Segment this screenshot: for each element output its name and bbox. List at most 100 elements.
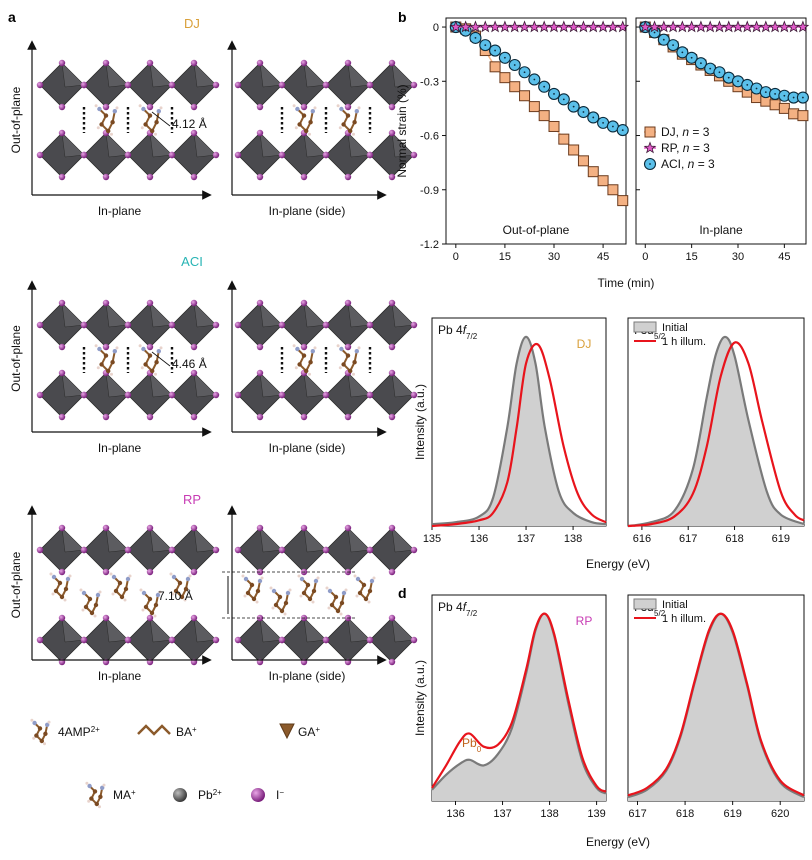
x-tick-label: 30 — [732, 251, 744, 263]
spectrum-line-illuminated — [431, 612, 607, 793]
iodide-atom — [80, 151, 88, 159]
iodide-atom — [36, 81, 44, 89]
y-tick-label: 0 — [433, 22, 439, 34]
label-part: GA — [298, 725, 315, 739]
hydrogen-atom — [96, 366, 100, 370]
octahedron — [234, 129, 286, 181]
octahedron-face — [391, 62, 415, 88]
charts-layer: 0 15 30 45 0 -0.3 -0.6 -0.9 -1.2 Normal strain (%… — [395, 17, 810, 849]
hydrogen-atom — [110, 132, 113, 136]
data-point-dot — [727, 76, 730, 79]
interlayer-distance-label: 7.10 Å — [158, 588, 193, 603]
iodide-atom — [58, 173, 66, 181]
organic-atom — [179, 594, 185, 600]
legend-swatch-initial — [633, 598, 657, 610]
legend-entry-illuminated: 1 h illum. — [634, 613, 706, 625]
label-part: Pb 4 — [438, 323, 463, 337]
iodide-atom — [124, 151, 132, 159]
x-tick-label: 619 — [723, 808, 741, 820]
out-of-plane-axis-label: Out-of-plane — [9, 86, 23, 153]
label-part: = 3 — [689, 141, 710, 155]
x-tick-label: 617 — [628, 808, 646, 820]
iodide-atom — [190, 413, 198, 421]
octahedron — [36, 524, 88, 576]
data-point-dot — [543, 85, 546, 88]
data-point-star — [796, 20, 810, 33]
organic-atom — [98, 794, 103, 799]
hydrogen-atom — [98, 805, 101, 809]
octahedron — [36, 614, 88, 666]
octahedron-face — [193, 62, 217, 88]
series-star — [449, 20, 630, 33]
label-part: Pb — [198, 788, 213, 802]
data-point-dot — [764, 91, 767, 94]
organic-cation — [139, 588, 162, 618]
spectrum-fill-initial — [432, 336, 606, 526]
organic-atom — [249, 582, 255, 588]
data-point-square — [607, 184, 619, 196]
y-tick-label: -0.3 — [420, 76, 439, 88]
octahedron-face — [149, 132, 173, 158]
data-point-dot — [464, 29, 467, 32]
data-point-square — [577, 155, 589, 167]
hydrogen-atom — [241, 574, 245, 578]
octahedron — [36, 59, 88, 111]
data-point-star — [778, 20, 791, 33]
pb0-peak-label: Pb0 — [462, 736, 482, 754]
organic-atom — [341, 122, 346, 127]
hydrogen-atom — [110, 372, 113, 376]
octahedron-face — [347, 132, 371, 158]
organic-atom — [154, 120, 159, 125]
hydrogen-atom — [355, 594, 359, 598]
spectrum-line-illuminated — [627, 341, 805, 528]
legend-item-i: I− — [251, 788, 284, 802]
hydrogen-atom — [294, 126, 298, 130]
organic-atom — [308, 120, 313, 125]
organic-atom — [304, 368, 309, 374]
organic-atom — [173, 588, 179, 594]
organic-atom — [39, 738, 44, 744]
y-tick-label: -1.2 — [420, 239, 439, 251]
hydrogen-atom — [308, 132, 311, 136]
iodide-atom — [234, 321, 242, 329]
octahedron-face — [61, 132, 85, 158]
organic-atom — [119, 594, 125, 600]
organic-bonds — [142, 348, 160, 373]
hydrogen-atom — [140, 126, 144, 130]
x-tick-label: 137 — [517, 533, 535, 545]
iodide-atom — [410, 321, 418, 329]
organic-atom — [341, 362, 346, 367]
data-point-star — [787, 20, 800, 33]
x-axis-label-time: Time (min) — [598, 276, 655, 290]
iodide-atom — [366, 151, 374, 159]
organic-atom — [369, 578, 375, 584]
iodide-atom — [388, 614, 396, 622]
label-part: 2+ — [91, 725, 100, 734]
iodide-atom — [36, 391, 44, 399]
organic-bonds — [98, 108, 116, 133]
hydrogen-atom — [140, 366, 144, 370]
organic-atom — [87, 783, 92, 789]
organic-atom — [307, 596, 313, 602]
octahedron — [124, 369, 176, 421]
organic-atom — [335, 608, 341, 614]
in-plane-side-view — [234, 59, 418, 181]
hydrogen-atom — [352, 372, 355, 376]
x-tick-label: 30 — [548, 251, 560, 263]
octahedron — [366, 129, 418, 181]
iodide-atom — [58, 369, 66, 377]
hydrogen-atom — [81, 608, 85, 612]
label-part: 7/2 — [466, 332, 478, 341]
data-point-dot — [523, 71, 526, 74]
octahedron — [366, 524, 418, 576]
octahedron — [278, 59, 330, 111]
hydrogen-atom — [316, 576, 320, 580]
x-tick-label: 618 — [676, 808, 694, 820]
data-point-square — [558, 133, 570, 145]
hydrogen-atom — [32, 736, 36, 740]
organic-atom — [99, 362, 104, 367]
iodide-atom — [388, 173, 396, 181]
data-point-dot — [774, 93, 776, 95]
data-point-star — [666, 20, 680, 33]
data-point-star — [676, 20, 689, 33]
